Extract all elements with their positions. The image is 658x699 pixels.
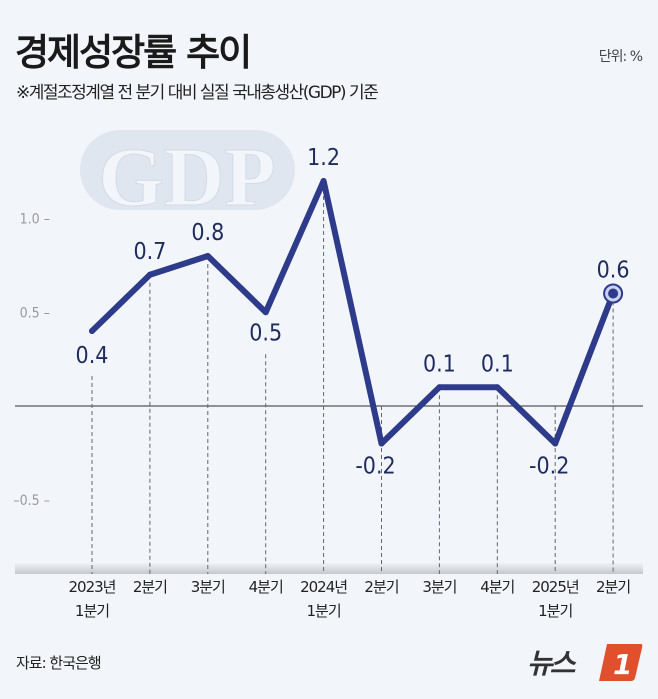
- data-point: [320, 178, 327, 184]
- x-axis-band: [15, 563, 643, 574]
- unit-label: 단위: %: [598, 49, 643, 65]
- data-point: [378, 440, 385, 447]
- watermark-text: GDP: [98, 131, 275, 224]
- y-tick-label: –0.5 –: [13, 493, 50, 509]
- data-point: [89, 328, 95, 334]
- x-tick-label: 1분기: [75, 602, 109, 620]
- data-label: 0.6: [597, 258, 630, 284]
- series-line: [89, 178, 617, 447]
- x-tick-label: 2025년: [532, 578, 579, 596]
- data-label: 1.2: [307, 145, 340, 171]
- subtitle: ※계절조정계열 전 분기 대비 실질 국내총생산(GDP) 기준: [16, 83, 379, 103]
- x-tick-label: 1분기: [307, 602, 341, 620]
- data-label: 0.7: [133, 239, 166, 265]
- x-tick-label: 2분기: [133, 578, 167, 596]
- data-label: 0.4: [76, 343, 109, 369]
- x-tick-label: 3분기: [422, 578, 456, 596]
- news1-logo: 뉴스 1: [527, 644, 643, 681]
- data-label: 0.8: [191, 220, 224, 246]
- data-label: 0.5: [249, 320, 282, 346]
- x-tick-label: 2분기: [364, 578, 398, 596]
- data-label: 0.1: [481, 351, 514, 377]
- data-point: [204, 253, 211, 259]
- data-point: [552, 440, 559, 447]
- page-title: 경제성장률 추이: [15, 31, 252, 74]
- svg-text:뉴스: 뉴스: [527, 647, 577, 680]
- svg-text:1: 1: [613, 648, 632, 681]
- data-label: -0.2: [529, 454, 569, 480]
- watermark-bg: [80, 130, 295, 210]
- data-point: [436, 384, 443, 391]
- x-tick-label: 3분기: [191, 578, 225, 596]
- x-tick-label: 2024년: [300, 578, 347, 596]
- data-label: 0.1: [423, 351, 456, 377]
- y-tick-label: 0.5 –: [20, 305, 50, 321]
- x-tick-label: 2분기: [596, 578, 630, 596]
- x-tick-label: 1분기: [538, 602, 572, 620]
- x-tick-label: 4분기: [249, 578, 283, 596]
- data-point: [608, 288, 619, 299]
- source-note: 자료: 한국은행: [16, 654, 102, 672]
- data-point: [494, 384, 501, 391]
- data-point: [146, 271, 153, 278]
- x-tick-label: 4분기: [480, 578, 514, 596]
- data-label: -0.2: [355, 454, 395, 480]
- data-point: [262, 309, 269, 316]
- x-tick-label: 2023년: [69, 578, 116, 596]
- y-tick-label: 1.0 –: [20, 212, 50, 228]
